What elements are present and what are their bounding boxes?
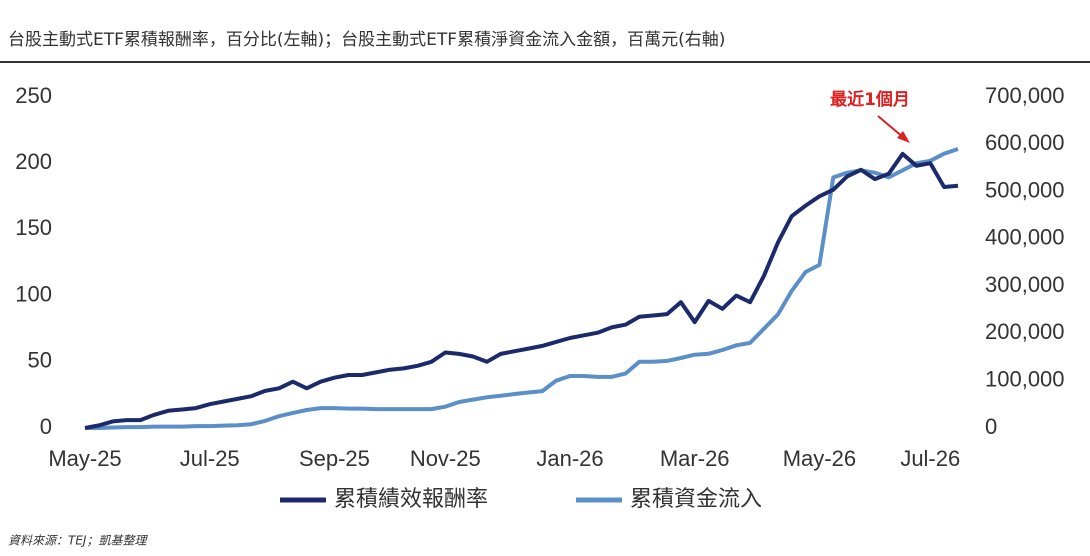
chart-title: 台股主動式ETF累積報酬率，百分比(左軸)；台股主動式ETF累積淨資金流入金額，… [8, 30, 725, 50]
legend-label: 累積績效報酬率 [334, 487, 488, 512]
y2-tick-label: 0 [985, 414, 997, 439]
series-line [84, 151, 959, 430]
y-tick-label: 0 [40, 414, 52, 439]
y-tick-label: 50 [28, 348, 52, 373]
x-tick-label: Jul-25 [180, 446, 240, 471]
y-tick-label: 200 [15, 149, 52, 174]
y2-tick-label: 700,000 [985, 83, 1065, 108]
x-tick-label: Nov-25 [410, 446, 481, 471]
y2-tick-label: 300,000 [985, 272, 1065, 297]
x-tick-label: May-25 [48, 446, 121, 471]
series-line [85, 147, 959, 430]
x-tick-label: Sep-25 [299, 446, 370, 471]
x-tick-label: Jul-26 [900, 446, 960, 471]
x-tick-label: May-26 [783, 446, 856, 471]
y-tick-label: 100 [15, 281, 52, 306]
annotation-arrow [877, 115, 905, 139]
y2-tick-label: 600,000 [985, 130, 1065, 155]
y2-tick-label: 200,000 [985, 319, 1065, 344]
y-tick-label: 250 [15, 83, 52, 108]
annotation-arrowhead [897, 131, 910, 143]
y2-tick-label: 100,000 [985, 367, 1065, 392]
x-tick-label: Jan-26 [536, 446, 603, 471]
source: 資料來源：TEJ；凱基整理 [8, 534, 148, 548]
x-tick-label: Mar-26 [660, 446, 730, 471]
y2-tick-label: 400,000 [985, 225, 1065, 250]
legend-label: 累積資金流入 [630, 487, 762, 512]
y-tick-label: 150 [15, 215, 52, 240]
y2-tick-label: 500,000 [985, 177, 1065, 202]
annotation: 最近1個月 [830, 89, 910, 110]
